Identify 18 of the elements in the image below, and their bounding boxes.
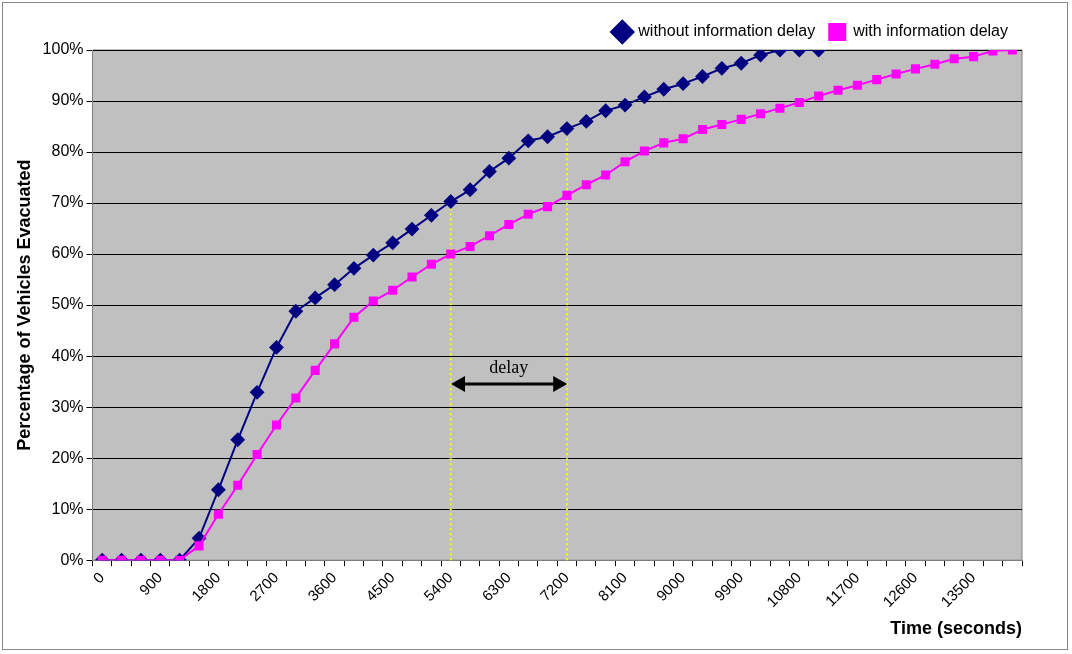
y-tick-label: 10% xyxy=(51,499,84,517)
x-axis-title: Time (seconds) xyxy=(890,618,1022,639)
y-tick-label: 40% xyxy=(51,346,84,364)
y-tick-label: 70% xyxy=(51,193,84,211)
x-tick-label: 0 xyxy=(89,568,108,587)
y-tick-label: 20% xyxy=(51,448,84,466)
annotation: delay xyxy=(489,356,529,377)
y-tick-label: 80% xyxy=(51,142,84,160)
legend-label: without information delay xyxy=(637,22,816,40)
y-tick-label: 100% xyxy=(42,40,84,58)
y-tick-label: 30% xyxy=(51,397,84,415)
x-tick-label: 900 xyxy=(135,568,166,599)
y-tick-label: 60% xyxy=(51,244,84,262)
y-tick-label: 0% xyxy=(60,550,84,568)
y-axis-title: Percentage of Vehicles Evacuated xyxy=(13,159,34,451)
y-tick-label: 90% xyxy=(51,91,84,109)
legend-label: with information delay xyxy=(852,22,1009,40)
y-tick-label: 50% xyxy=(51,295,84,313)
